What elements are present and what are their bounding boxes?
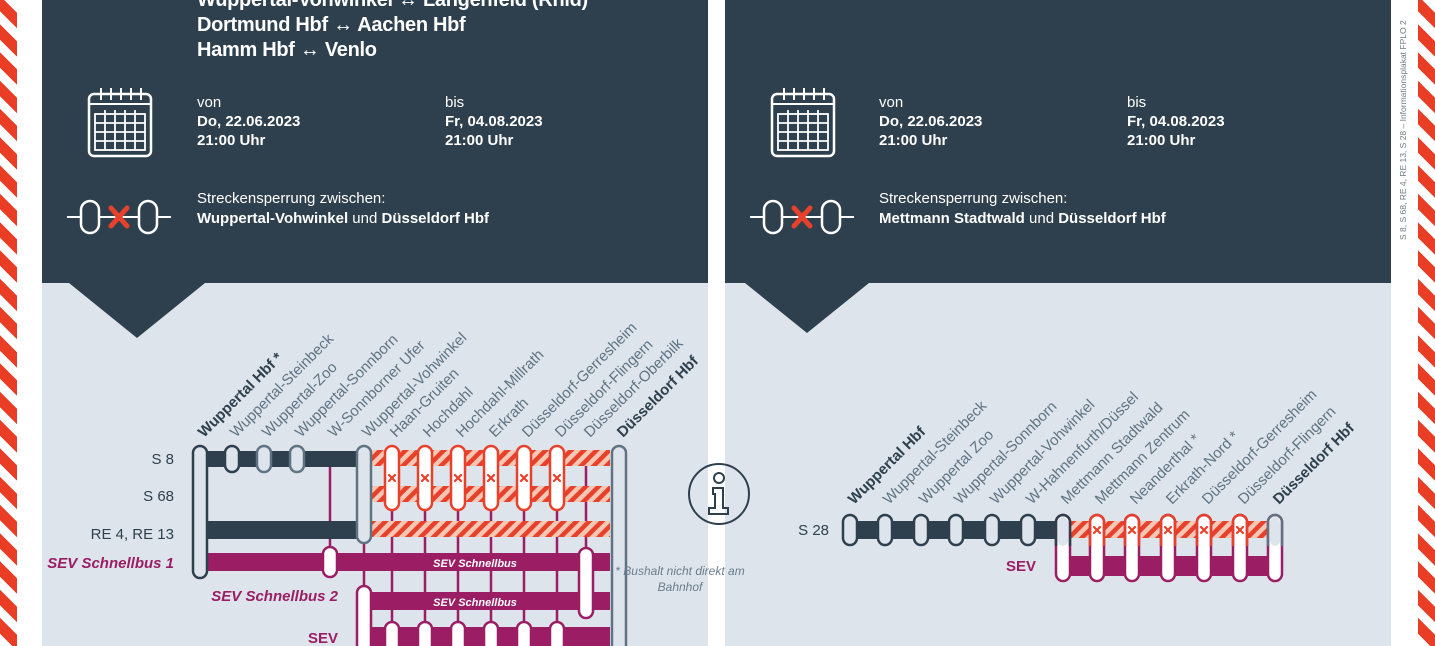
footnote: * Bushalt nicht direkt am Bahnhof (615, 564, 745, 594)
line-label: SEV (308, 630, 338, 646)
warning-stripe-left (0, 0, 17, 646)
track-closure-icon (67, 199, 171, 235)
date-from: von Do, 22.06.2023 21:00 Uhr (197, 94, 301, 149)
warning-stripe-right (1418, 0, 1435, 646)
right-header: von Do, 22.06.2023 21:00 Uhr bis Fr, 04.… (725, 0, 1391, 283)
date-to: bis Fr, 04.08.2023 21:00 Uhr (1127, 94, 1225, 149)
left-station-labels: Wuppertal Hbf *Wuppertal-SteinbeckWupper… (195, 319, 703, 441)
info-icon (688, 463, 750, 525)
left-header: Wuppertal-Vohwinkel ↔ Langenfeld (Rhld) … (42, 0, 708, 283)
route-item: Wuppertal-Vohwinkel ↔ Langenfeld (Rhld) (197, 0, 588, 11)
right-track-diagram (841, 513, 1284, 583)
line-label: RE 4, RE 13 (91, 526, 174, 543)
date-to: bis Fr, 04.08.2023 21:00 Uhr (445, 94, 543, 149)
right-line-labels: S 28 SEV (798, 522, 1036, 575)
calendar-icon (770, 88, 836, 158)
line-label: SEV Schnellbus 2 (211, 588, 338, 605)
closure-info: Streckensperrung zwischen: Mettmann Stad… (879, 190, 1166, 227)
date-from: von Do, 22.06.2023 21:00 Uhr (879, 94, 983, 149)
closure-info: Streckensperrung zwischen: Wuppertal-Voh… (197, 190, 490, 227)
line-label: S 68 (143, 488, 174, 505)
route-item: Dortmund Hbf ↔ Aachen Hbf (197, 14, 466, 36)
line-label: SEV Schnellbus 1 (47, 555, 174, 572)
right-station-labels: Wuppertal HbfWuppertal-SteinbeckWupperta… (845, 386, 1359, 508)
left-track-diagram: SEV Schnellbus SEV Schnellbus (191, 444, 628, 646)
line-label: S 28 (798, 522, 829, 539)
left-panel: Wuppertal-Vohwinkel ↔ Langenfeld (Rhld) … (42, 0, 708, 646)
track-closure-icon (750, 199, 854, 235)
svg-text:SEV Schnellbus: SEV Schnellbus (433, 558, 517, 570)
calendar-icon (87, 88, 153, 158)
line-label: SEV (1006, 558, 1036, 575)
panel-pointer (745, 283, 869, 333)
panel-pointer (69, 283, 205, 338)
route-list: Wuppertal-Vohwinkel ↔ Langenfeld (Rhld) … (197, 0, 588, 63)
svg-text:SEV Schnellbus: SEV Schnellbus (433, 597, 517, 609)
route-item: Hamm Hbf ↔ Venlo (197, 39, 377, 61)
left-line-labels: S 8 S 68 RE 4, RE 13 SEV Schnellbus 1 SEV Sc… (47, 451, 338, 646)
line-label: S 8 (151, 451, 174, 468)
